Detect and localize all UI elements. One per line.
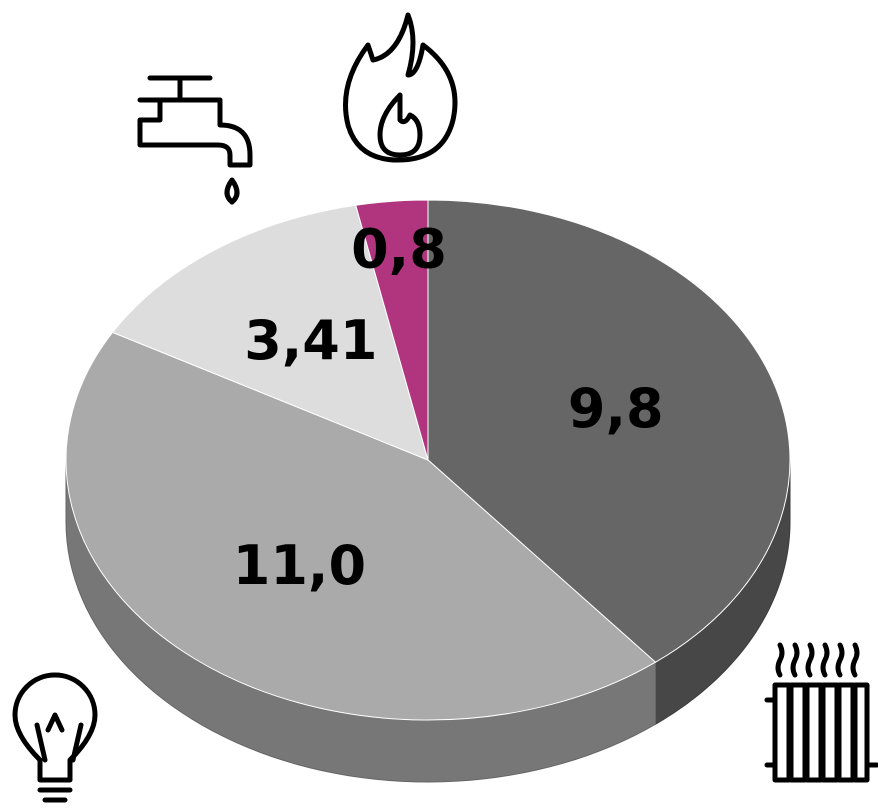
slice [427, 199, 791, 663]
faucet-icon [137, 75, 253, 205]
data-label: 0,8 [351, 218, 447, 281]
slice [65, 331, 657, 721]
flame-icon [343, 12, 458, 163]
slice [111, 204, 429, 461]
radiator-icon [764, 642, 878, 783]
bulb-icon [12, 672, 98, 803]
slice [355, 199, 429, 461]
data-label: 9,8 [568, 377, 664, 440]
data-label: 3,41 [244, 309, 377, 372]
data-label: 11,0 [233, 534, 366, 597]
